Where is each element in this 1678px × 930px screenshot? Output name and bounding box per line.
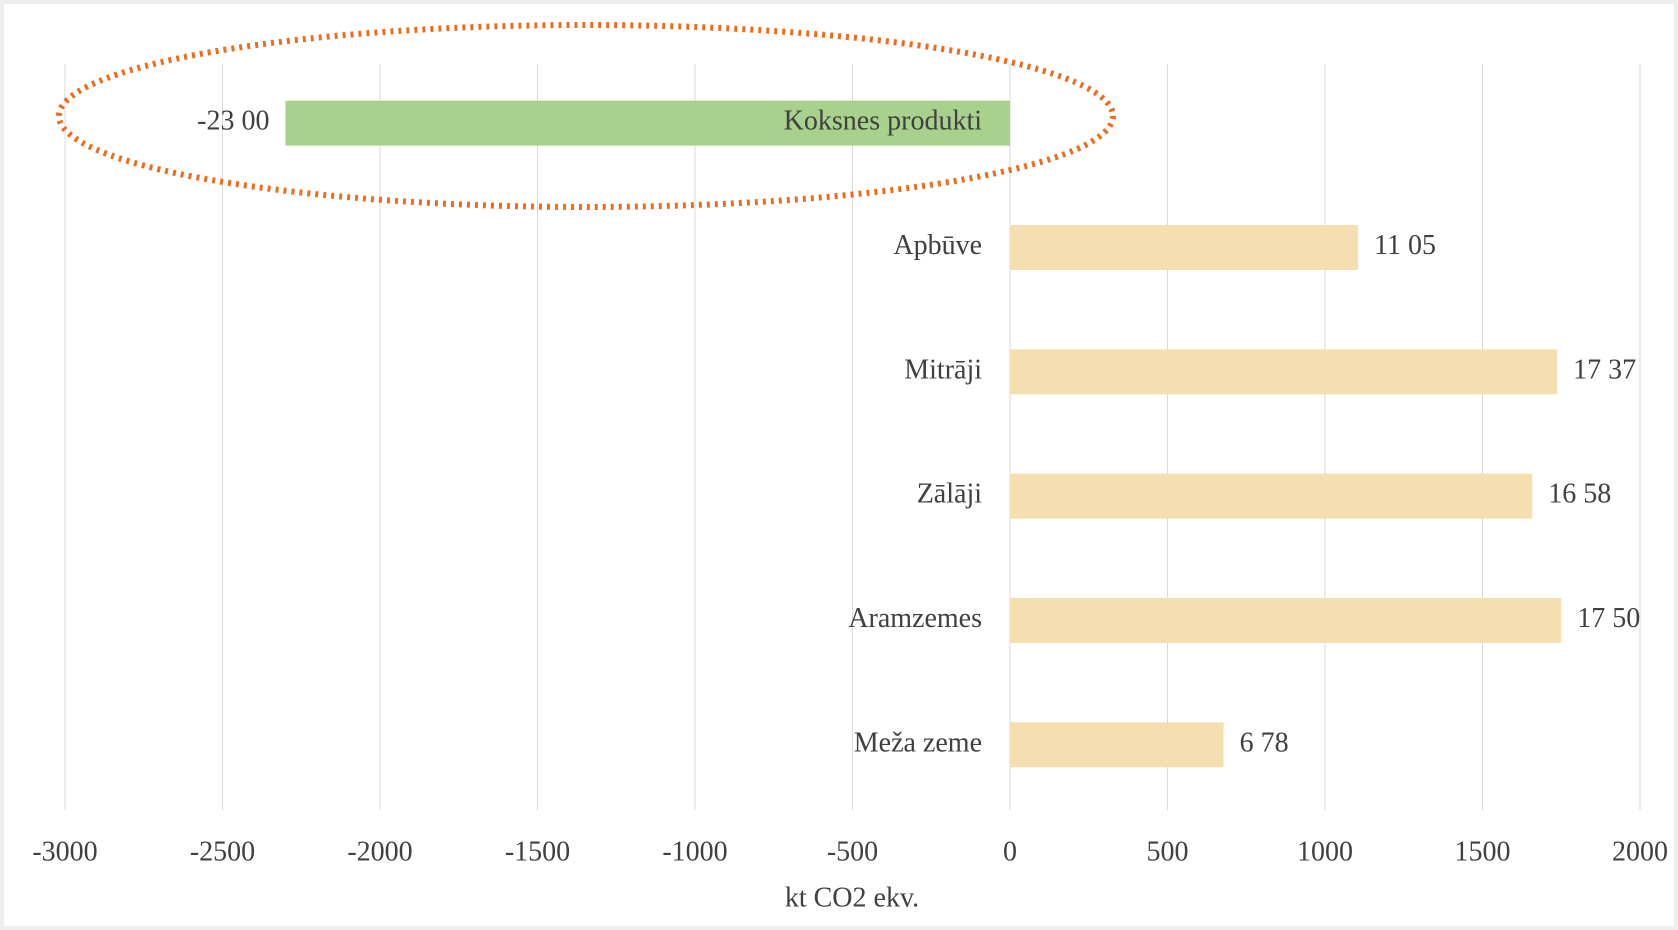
category-label: Koksnes produkti (784, 106, 983, 137)
x-tick-label: 2000 (1612, 836, 1668, 867)
value-label: 11 05 (1374, 230, 1436, 261)
x-tick-label: -1000 (662, 836, 727, 867)
value-label: 6 78 (1240, 727, 1289, 758)
bar (1010, 722, 1224, 768)
highlight-ellipse (56, 22, 1116, 210)
grid (64, 64, 1641, 810)
bars (285, 100, 1562, 768)
bar (285, 100, 1010, 146)
value-label: 17 37 (1573, 354, 1636, 385)
bar (1010, 349, 1558, 395)
x-tick-label: 1500 (1455, 836, 1511, 867)
value-label: 16 58 (1548, 479, 1611, 510)
bar (1010, 598, 1562, 643)
category-label: Meža zeme (854, 727, 982, 758)
x-tick-label: 1000 (1297, 836, 1353, 867)
bar (1010, 473, 1533, 519)
x-tick-label: -3000 (32, 836, 97, 867)
category-label: Apbūve (893, 230, 982, 261)
bar (1010, 225, 1359, 270)
x-tick-label: 500 (1147, 836, 1189, 867)
value-label: -23 00 (197, 106, 269, 137)
category-label: Mitrāji (904, 354, 982, 385)
x-tick-label: 0 (1003, 836, 1017, 867)
x-axis-label: kt CO2 ekv. (785, 882, 919, 913)
value-label: 17 50 (1577, 603, 1640, 634)
x-tick-label: -500 (827, 836, 878, 867)
x-tick-label: -2000 (347, 836, 412, 867)
category-label: Aramzemes (848, 603, 982, 634)
x-tick-label: -2500 (190, 836, 255, 867)
x-tick-label: -1500 (505, 836, 570, 867)
category-label: Zālāji (917, 479, 983, 510)
